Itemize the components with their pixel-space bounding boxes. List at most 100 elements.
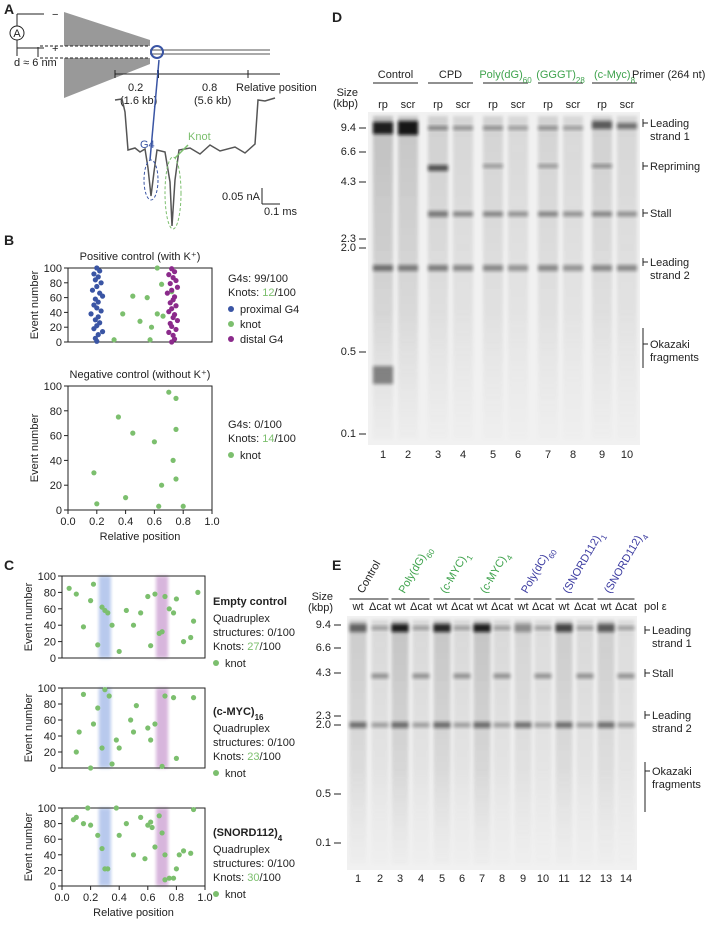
- marker-position: 0.2: [128, 82, 143, 94]
- x-axis-label: Relative position: [93, 907, 174, 919]
- data-point: [151, 439, 157, 445]
- gel-lane-smear: [555, 620, 573, 864]
- group-label: (SNORD112)4: [602, 529, 650, 597]
- plot-frame: [61, 807, 206, 887]
- gel-band: [563, 126, 583, 130]
- data-point: [88, 822, 94, 828]
- legend-label: knot: [225, 768, 246, 780]
- data-point: [133, 703, 139, 709]
- feature-label: strand 2: [650, 270, 690, 282]
- data-point: [98, 280, 104, 286]
- data-point: [94, 305, 100, 311]
- lane-type: Δcat: [615, 601, 637, 613]
- highlight-band: [156, 808, 169, 886]
- lane-number: 8: [499, 873, 505, 885]
- knot-count-total: /100: [260, 641, 281, 653]
- data-point: [166, 272, 172, 278]
- y-tick-label: 40: [44, 620, 56, 632]
- size-marker: 6.6: [341, 146, 356, 158]
- gel-band: [592, 121, 612, 129]
- gel-band: [555, 624, 573, 632]
- marker-length: (1.6 kb): [120, 95, 157, 107]
- group-label: Poly(dG)60: [397, 544, 437, 598]
- data-point: [159, 482, 165, 488]
- gel-lane-smear: [398, 116, 418, 439]
- data-point: [99, 329, 106, 335]
- lane-number: 7: [479, 873, 485, 885]
- group-label: (c-MYC)1: [438, 550, 474, 598]
- lane-number: 7: [545, 449, 551, 461]
- membrane-top: [64, 12, 150, 46]
- group-label-text: Poly(dC): [519, 552, 551, 595]
- gel-lane-smear: [538, 116, 558, 439]
- lane-type: wt: [558, 601, 570, 613]
- y-tick-label: 60: [44, 834, 56, 846]
- data-point: [147, 337, 153, 343]
- size-axis-title: Size: [337, 87, 358, 99]
- data-point: [173, 395, 179, 401]
- sample-name: (SNORD112)4: [213, 827, 283, 843]
- group-label-text: Control: [355, 559, 383, 596]
- sample-name-sub: 4: [278, 834, 283, 843]
- data-point: [144, 295, 150, 301]
- data-point: [98, 308, 104, 314]
- gel-lane-smear: [453, 620, 471, 864]
- data-point: [73, 814, 79, 820]
- knot-event: [164, 156, 182, 230]
- gel-band: [473, 624, 491, 632]
- size-marker: 6.6: [316, 642, 331, 654]
- data-point: [130, 430, 136, 436]
- lane-number: 9: [520, 873, 526, 885]
- data-point: [137, 318, 143, 324]
- marker-position: 0.8: [202, 82, 217, 94]
- gel-band: [592, 164, 612, 168]
- y-tick-label: 20: [50, 322, 62, 334]
- gel-band: [428, 165, 448, 171]
- size-marker: 9.4: [316, 619, 331, 631]
- x-tick-label: 0.2: [83, 892, 98, 904]
- lane-type: wt: [476, 601, 488, 613]
- data-point: [85, 805, 91, 811]
- gel-band: [617, 211, 637, 217]
- size-marker: 4.3: [316, 667, 331, 679]
- data-point: [109, 761, 115, 767]
- y-tick-label: 60: [44, 604, 56, 616]
- knot-label: Knot: [188, 131, 211, 143]
- knot-count-value: 14: [262, 433, 274, 445]
- group-label: (c-Myc)8: [594, 69, 636, 85]
- data-point: [159, 629, 165, 635]
- data-point: [170, 314, 176, 321]
- plot-frame: [67, 267, 213, 343]
- group-label-text: (c-Myc): [594, 69, 631, 81]
- lane-type: wt: [600, 601, 612, 613]
- gel-band: [493, 722, 511, 728]
- gel-band: [483, 211, 503, 217]
- size-marker: 0.1: [316, 837, 331, 849]
- feature-label: Repriming: [650, 161, 700, 173]
- knot-count: Knots: 23/100: [213, 751, 281, 763]
- lane-type: Δcat: [574, 601, 596, 613]
- data-point: [170, 457, 176, 463]
- knot-count-value: 27: [247, 641, 259, 653]
- lane-number: 5: [439, 873, 445, 885]
- data-point: [123, 821, 129, 827]
- x-tick-label: 0.0: [60, 516, 75, 528]
- gel-lane-smear: [391, 620, 409, 864]
- summary-line: G4s: 0/100: [228, 419, 282, 431]
- legend-label: distal G4: [240, 334, 283, 346]
- electrode-plus: +: [52, 43, 58, 55]
- data-point: [162, 852, 168, 858]
- group-label-text: Control: [378, 69, 413, 81]
- data-point: [95, 705, 101, 711]
- data-point: [73, 749, 79, 755]
- lane-number: 1: [380, 449, 386, 461]
- lane-type: Δcat: [532, 601, 554, 613]
- data-point: [116, 648, 122, 655]
- panel-a-diagram: A A − + d ≈ 6 nm 0.2 (1.6 kb) 0.8 (5.6 k…: [4, 1, 317, 230]
- gel-band: [453, 722, 471, 728]
- gel-band: [597, 624, 615, 632]
- data-point: [176, 852, 182, 858]
- gel-band: [576, 626, 594, 630]
- gel-band: [391, 722, 409, 728]
- data-point: [113, 737, 119, 743]
